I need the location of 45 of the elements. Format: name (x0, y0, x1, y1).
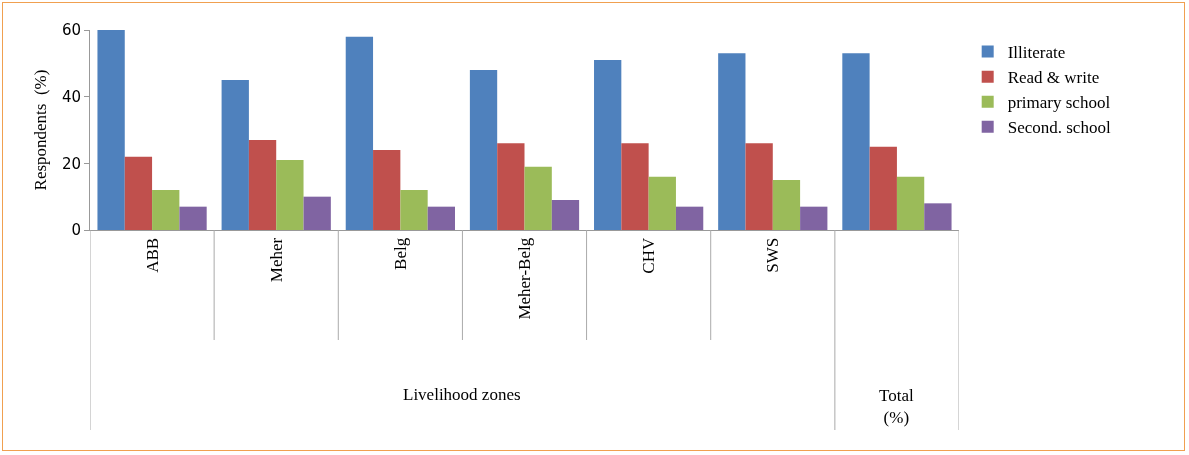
bar (400, 190, 428, 230)
bar (276, 160, 304, 230)
bar (648, 176, 676, 230)
bar (469, 70, 498, 230)
bar (800, 206, 828, 230)
x-tick-label: SWS (763, 237, 783, 273)
x-tick-label: Meher (266, 237, 286, 283)
bar (303, 196, 331, 230)
y-tick-label: 40 (61, 87, 81, 106)
bar (718, 53, 746, 230)
bar (896, 176, 925, 230)
bar (221, 80, 249, 230)
legend-label: Illiterate (1007, 43, 1066, 63)
x-tick-label: ABB (142, 237, 162, 273)
bar (124, 156, 153, 230)
x-tick-label: Belg (390, 237, 410, 270)
bar (345, 36, 374, 230)
x-tick-label: Meher-Belg (515, 237, 535, 320)
bar (621, 143, 649, 230)
bar (152, 190, 180, 230)
bar (248, 140, 277, 230)
x-tick-label: CHV (639, 237, 659, 274)
bar (745, 143, 773, 230)
bar (772, 180, 801, 230)
bar (869, 146, 897, 230)
y-axis-title: Respondents (%) (31, 69, 50, 191)
bar (524, 166, 552, 230)
bar (497, 143, 525, 230)
y-tick-label: 0 (71, 221, 81, 240)
legend-label: primary school (1007, 93, 1111, 113)
legend-label: Read & write (1007, 68, 1100, 88)
text: Total (%) (879, 386, 914, 428)
text: Livelihood zones (403, 385, 521, 404)
bar (373, 150, 401, 230)
bar (179, 206, 207, 230)
bar (924, 203, 952, 230)
y-tick-label: 60 (61, 21, 81, 40)
bar (551, 200, 580, 230)
y-tick-label: 20 (61, 154, 81, 173)
legend-label: Second. school (1007, 118, 1111, 138)
bar (675, 206, 704, 230)
bar (427, 206, 455, 230)
bar (97, 30, 125, 230)
bar (842, 53, 870, 230)
bar (594, 60, 622, 230)
